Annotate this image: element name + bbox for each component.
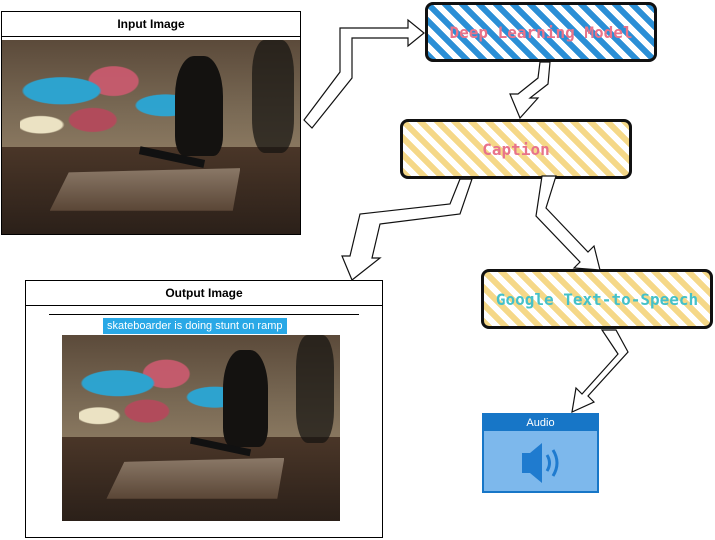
output-caption-label: skateboarder is doing stunt on ramp [103,318,287,334]
caption-node: Caption [400,119,632,179]
input-image-title: Input Image [2,12,300,37]
arrow-tts-to-audio [571,329,629,414]
audio-node: Audio [482,413,599,493]
output-image [62,335,340,521]
input-image [2,40,300,234]
input-image-panel: Input Image [1,11,301,235]
deep-learning-model-label: Deep Learning Model [449,22,633,42]
audio-node-label: Audio [484,415,597,431]
speaker-icon [522,443,559,483]
output-image-title: Output Image [26,281,382,306]
arrow-input-to-model [303,18,425,129]
deep-learning-model-node: Deep Learning Model [425,2,657,62]
tts-node-label: Google Text-to-Speech [495,289,699,309]
output-image-panel: Output Image skateboarder is doing stunt… [25,280,383,538]
output-divider [49,314,359,315]
tts-node: Google Text-to-Speech [481,269,713,329]
caption-node-label: Caption [482,139,550,159]
arrow-caption-to-tts [535,175,601,271]
arrow-caption-to-output [341,178,473,281]
arrow-model-to-caption [509,61,551,120]
